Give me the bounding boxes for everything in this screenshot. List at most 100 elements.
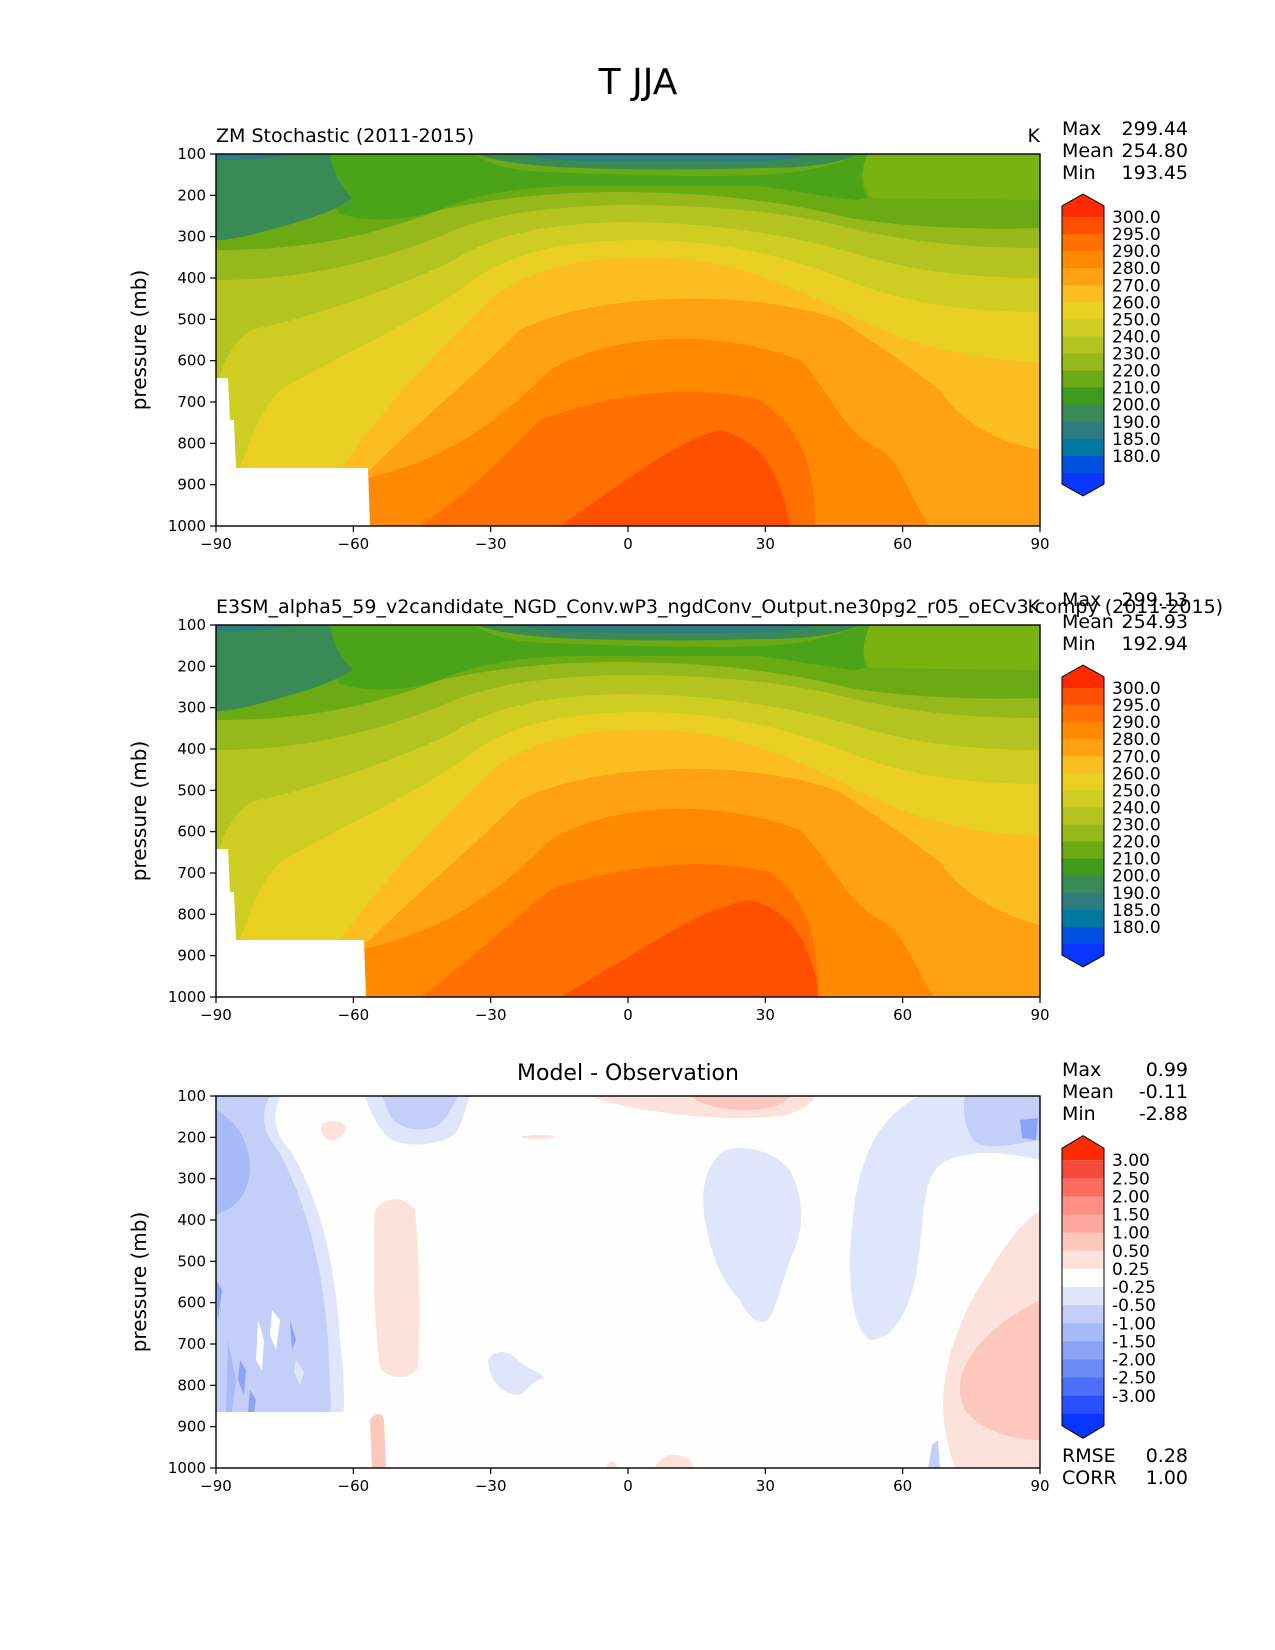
colorbar-extend-min	[1062, 943, 1104, 967]
x-tick-label: −60	[338, 535, 370, 553]
panel-2-colorbar: 300.0295.0290.0280.0270.0260.0250.0240.0…	[1061, 664, 1161, 968]
panel-2-max-value: 299.13	[1122, 589, 1188, 611]
colorbar-level-label: 270.0	[1112, 747, 1161, 767]
colorbar-level-label: 2.00	[1112, 1187, 1150, 1207]
colorbar-level-label: 210.0	[1112, 379, 1161, 399]
colorbar-level-label: 1.00	[1112, 1224, 1150, 1244]
colorbar-swatch	[1062, 1305, 1104, 1324]
colorbar-level-label: -2.50	[1112, 1369, 1156, 1389]
panel-3-mean-value: -0.11	[1139, 1081, 1188, 1103]
colorbar-swatch	[1062, 1323, 1104, 1342]
panel-1-units: K	[1028, 125, 1041, 147]
colorbar-swatch	[1062, 1377, 1104, 1397]
colorbar-level-label: 3.00	[1112, 1151, 1150, 1171]
colorbar-level-label: -0.50	[1112, 1296, 1156, 1316]
colorbar-level-label: 185.0	[1112, 901, 1161, 921]
colorbar-level-label: -1.50	[1112, 1332, 1156, 1352]
colorbar-swatch	[1062, 739, 1104, 757]
colorbar-level-label: 260.0	[1112, 293, 1161, 313]
figure-title: T JJA	[598, 62, 678, 103]
panel-1-max-label: Max	[1062, 118, 1101, 140]
y-tick-label: 600	[177, 823, 206, 841]
colorbar-swatch	[1062, 1214, 1104, 1234]
colorbar-swatch	[1062, 1232, 1104, 1252]
y-tick-label: 100	[177, 616, 206, 634]
colorbar-level-label: -1.00	[1112, 1314, 1156, 1334]
colorbar-outline	[1061, 193, 1105, 497]
y-tick-label: 200	[177, 186, 206, 204]
panel-1-min-label: Min	[1062, 162, 1096, 184]
colorbar-swatch	[1062, 722, 1104, 740]
y-tick-label: 100	[177, 1087, 206, 1105]
contour-field-1	[216, 154, 1040, 526]
x-tick-label: 30	[756, 1006, 775, 1024]
colorbar-swatch	[1062, 892, 1104, 911]
y-tick-label: 300	[177, 228, 206, 246]
colorbar-level-label: 190.0	[1112, 413, 1161, 433]
colorbar-level-label: 200.0	[1112, 867, 1161, 887]
y-tick-label: 800	[177, 1376, 206, 1394]
panel-2-mean-value: 254.93	[1122, 611, 1188, 633]
colorbar-level-label: 0.50	[1112, 1242, 1150, 1262]
colorbar-swatch	[1062, 1160, 1104, 1179]
colorbar-level-label: 2.50	[1112, 1169, 1150, 1189]
colorbar-swatch	[1062, 387, 1104, 406]
colorbar-swatch	[1062, 688, 1104, 706]
colorbar-swatch	[1062, 756, 1104, 774]
x-tick-label: 30	[756, 1477, 775, 1495]
colorbar-swatch	[1062, 353, 1104, 372]
colorbar-level-label: 280.0	[1112, 730, 1161, 750]
colorbar-level-label: 270.0	[1112, 276, 1161, 296]
colorbar-extend-min	[1062, 1413, 1104, 1439]
colorbar-swatch	[1062, 251, 1104, 269]
colorbar-level-label: 250.0	[1112, 310, 1161, 330]
colorbar-level-label: 220.0	[1112, 833, 1161, 853]
panel-3-axes: −90 −60 −30 0 30 60 90 100 200 300 400 500 600 700 800…	[168, 1087, 1050, 1495]
y-tick-label: 1000	[168, 517, 206, 535]
panel-1-colorbar: 300.0295.0290.0280.0270.0260.0250.0240.0…	[1061, 193, 1161, 497]
panel-3-title: Model - Observation	[517, 1061, 739, 1086]
panel-3-corr-value: 1.00	[1146, 1467, 1188, 1489]
colorbar-swatch	[1062, 773, 1104, 791]
colorbar-level-label: 250.0	[1112, 781, 1161, 801]
panel-1-min-value: 193.45	[1122, 162, 1188, 184]
panel-2-y-axis-label: pressure (mb)	[127, 741, 151, 882]
colorbar-swatch	[1062, 370, 1104, 389]
colorbar-swatch	[1062, 875, 1104, 894]
panel-3-colorbar: 3.002.502.001.501.000.500.25-0.25-0.50-1…	[1061, 1135, 1156, 1439]
x-tick-label: 60	[893, 1477, 912, 1495]
x-tick-label: −90	[200, 1477, 232, 1495]
y-tick-label: 900	[177, 1418, 206, 1436]
y-tick-label: 200	[177, 657, 206, 675]
colorbar-swatch	[1062, 302, 1104, 320]
x-tick-label: 90	[1030, 535, 1049, 553]
colorbar-extend-max	[1062, 194, 1104, 218]
contour-field-2	[216, 625, 1040, 997]
colorbar-extend-min	[1062, 472, 1104, 496]
panel-3-rmse-value: 0.28	[1146, 1445, 1188, 1467]
panel-3-min-label: Min	[1062, 1103, 1096, 1125]
contour-field-3	[216, 1096, 1040, 1468]
colorbar-level-label: 210.0	[1112, 850, 1161, 870]
colorbar-level-label: -3.00	[1112, 1387, 1156, 1407]
colorbar-swatch	[1062, 1287, 1104, 1306]
panel-2-min-value: 192.94	[1122, 633, 1188, 655]
x-tick-label: 60	[893, 535, 912, 553]
x-tick-label: −30	[475, 1006, 507, 1024]
colorbar-level-label: 290.0	[1112, 242, 1161, 262]
colorbar-level-label: 1.50	[1112, 1206, 1150, 1226]
colorbar-level-label: 260.0	[1112, 764, 1161, 784]
colorbar-swatch	[1062, 404, 1104, 423]
colorbar-level-label: -2.00	[1112, 1351, 1156, 1371]
colorbar-level-label: 295.0	[1112, 696, 1161, 716]
colorbar-swatch	[1062, 1268, 1104, 1288]
x-tick-label: −30	[475, 1477, 507, 1495]
x-tick-label: −30	[475, 535, 507, 553]
y-tick-label: 400	[177, 740, 206, 758]
panel-3-mean-label: Mean	[1062, 1081, 1114, 1103]
colorbar-swatch	[1062, 1341, 1104, 1360]
y-tick-label: 400	[177, 269, 206, 287]
colorbar-swatch	[1062, 319, 1104, 337]
panel-2-max-label: Max	[1062, 589, 1101, 611]
